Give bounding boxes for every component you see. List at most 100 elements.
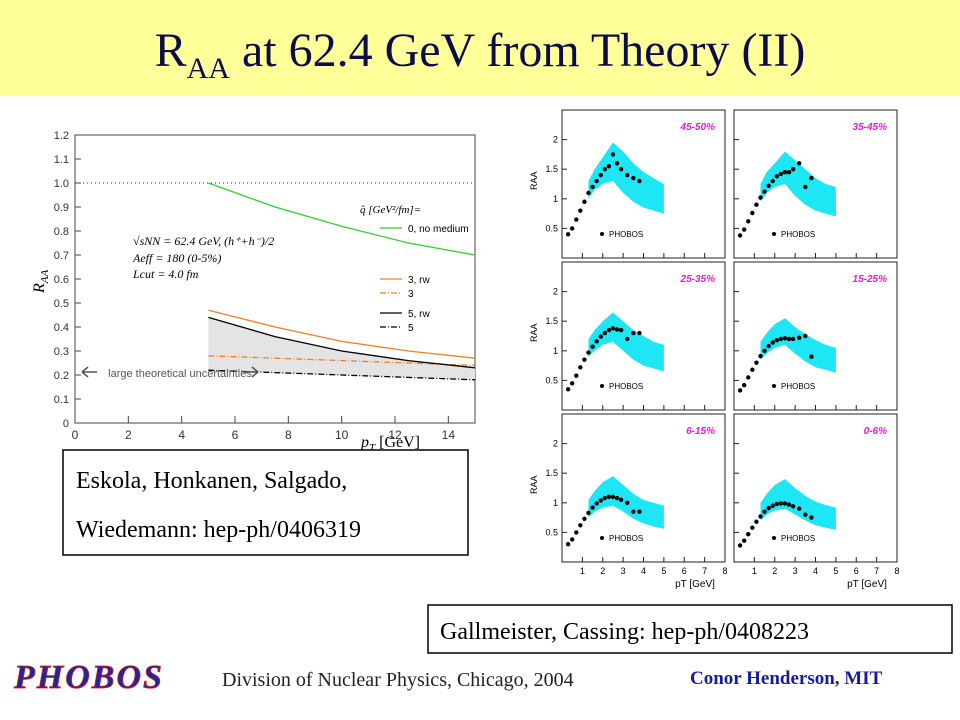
data-point	[758, 353, 763, 359]
data-point	[809, 515, 814, 520]
x-tick-label: 8	[894, 566, 899, 576]
y-tick-label: 1.0	[54, 178, 69, 190]
data-point	[602, 495, 607, 501]
panel-label: 6-15%	[686, 426, 715, 437]
data-point	[778, 336, 784, 342]
y-tick-label: 1.5	[545, 164, 558, 174]
panel-frame	[733, 261, 898, 411]
panel: 0.5 1 1.5 2 1 2 3 4 5 6 7 8 RAA pT [GeV] 6-15% PHOBOS	[529, 413, 728, 590]
x-axis-label: pT [GeV]	[360, 434, 420, 454]
data-point	[782, 501, 788, 506]
data-point	[598, 172, 603, 178]
y-tick-label: 1.5	[545, 468, 558, 478]
data-point	[586, 190, 591, 196]
x-label-part: p	[360, 434, 369, 451]
panel: 1 2 3 4 5 6 7 8 pT [GeV] 0-6% PHOBOS	[733, 413, 900, 590]
data-point	[741, 227, 747, 232]
y-axis-label: RAA	[529, 475, 539, 494]
data-point	[598, 334, 603, 339]
y-tick-label: 1	[553, 498, 558, 508]
data-point	[578, 365, 583, 370]
y-tick-label: 0.8	[54, 226, 69, 238]
left-chart: 0 0.1 0.2 0.3 0.4 0.5 0.6 0.7 0.8 0.9 1.0 1.1 1.2 0 2 4…	[31, 130, 476, 454]
footer-conference: Division of Nuclear Physics, Chicago, 20…	[222, 669, 574, 691]
panel: 15-25% PHOBOS	[733, 261, 898, 411]
theory-band	[760, 151, 836, 217]
y-tick-label: 2	[553, 135, 558, 145]
data-point	[774, 174, 779, 179]
data-point	[803, 333, 808, 339]
y-tick-label: 0.2	[54, 370, 69, 382]
x-tick-label: 6	[854, 566, 859, 576]
data-point	[578, 523, 583, 528]
citation-line: Eskola, Honkanen, Salgado,	[76, 468, 347, 494]
data-point	[625, 172, 630, 178]
data-point	[610, 152, 616, 157]
legend-label: 5	[408, 323, 414, 334]
data-point	[614, 495, 620, 501]
legend-marker	[772, 232, 776, 236]
y-tick-label: 1	[553, 194, 558, 204]
legend-label: 0, no medium	[408, 224, 469, 235]
legend-label: 3, rw	[408, 275, 430, 286]
panel: 0.5 1 1.5 2 RAA 45-50% PHOBOS	[529, 109, 726, 259]
legend-label: PHOBOS	[781, 534, 815, 543]
citation-box	[62, 449, 469, 556]
legend-label: 3	[408, 289, 414, 300]
data-point	[565, 542, 571, 547]
x-tick-label: 6	[682, 566, 687, 576]
y-tick-label: 1.5	[545, 316, 558, 326]
data-point	[574, 530, 579, 535]
data-point	[590, 505, 595, 510]
data-point	[778, 171, 784, 177]
data-point	[625, 336, 630, 342]
data-point	[618, 497, 624, 503]
data-point	[582, 199, 587, 204]
data-point	[594, 501, 599, 506]
data-point	[610, 326, 616, 331]
data-point	[766, 505, 771, 511]
data-point	[631, 175, 636, 181]
panel-label: 45-50%	[680, 122, 716, 133]
legend-label: PHOBOS	[781, 382, 815, 391]
data-point	[797, 335, 802, 340]
data-point	[750, 210, 755, 216]
y-tick-label: 0.9	[54, 202, 69, 214]
data-point	[569, 226, 575, 231]
x-tick-label: 5	[661, 566, 666, 576]
x-tick-label: 4	[178, 428, 185, 442]
legend-marker	[600, 536, 604, 540]
panel-label: 15-25%	[853, 274, 888, 285]
data-point	[614, 161, 620, 166]
data-point	[602, 167, 607, 172]
y-tick-label: 0.4	[54, 322, 69, 334]
title-text: at 62.4 GeV from Theory (II)	[230, 24, 805, 77]
data-point	[754, 519, 759, 524]
data-point	[602, 330, 607, 336]
y-tick-label: 1.2	[54, 130, 69, 142]
x-tick-label: 2	[772, 566, 777, 576]
legend-label: PHOBOS	[609, 382, 643, 391]
x-axis-label: pT [GeV]	[847, 579, 887, 590]
x-tick-label: 3	[621, 566, 626, 576]
data-point	[741, 382, 747, 388]
data-point	[778, 501, 784, 506]
data-point	[770, 178, 775, 184]
panel-label: 35-45%	[853, 122, 888, 133]
data-point	[774, 501, 779, 507]
x-tick-label: 8	[285, 428, 292, 442]
y-tick-label: 0.5	[54, 298, 69, 310]
data-point	[578, 208, 583, 213]
data-point	[625, 500, 630, 505]
data-point	[746, 219, 751, 224]
data-point	[750, 367, 755, 372]
data-point	[631, 330, 636, 336]
x-tick-label: 8	[722, 566, 727, 576]
data-point	[737, 388, 743, 393]
y-tick-label: 0.7	[54, 250, 69, 262]
data-point	[590, 344, 595, 349]
right-charts: 0.511.52RAA45-50%PHOBOS35-45%PHOBOS0.511…	[529, 109, 900, 590]
curve	[208, 355, 476, 367]
data-point	[786, 502, 792, 507]
